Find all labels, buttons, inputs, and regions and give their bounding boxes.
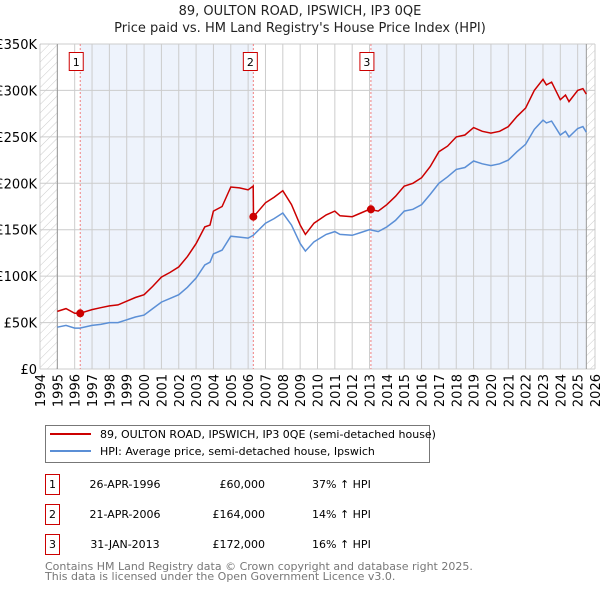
sale-point <box>76 309 85 318</box>
x-tick-label: 2020 <box>485 374 500 407</box>
x-tick-label: 1995 <box>51 374 66 407</box>
x-tick-label: 2002 <box>173 374 188 407</box>
x-tick-label: 2008 <box>277 374 292 407</box>
property-price-line <box>57 77 587 315</box>
x-tick-label: 1996 <box>69 374 84 407</box>
x-tick-label: 2007 <box>259 374 274 407</box>
legend-label-property: 89, OULTON ROAD, IPSWICH, IP3 0QE (semi-… <box>100 428 436 441</box>
x-tick-label: 2016 <box>416 374 431 407</box>
legend: 89, OULTON ROAD, IPSWICH, IP3 0QE (semi-… <box>45 425 436 463</box>
x-tick-label: 2009 <box>294 374 309 407</box>
y-tick-label: £200K <box>0 177 37 192</box>
x-tick-label: 2026 <box>589 374 600 407</box>
x-tick-label: 2014 <box>381 374 396 407</box>
sale-number: 3 <box>49 538 56 551</box>
sale-number: 1 <box>49 478 56 491</box>
legend-label-hpi: HPI: Average price, semi-detached house,… <box>100 445 375 458</box>
y-tick-label: £250K <box>0 131 37 146</box>
footer-copyright: Contains HM Land Registry data © Crown c… <box>45 560 473 573</box>
y-tick-label: £50K <box>4 317 38 332</box>
sale-number: 2 <box>49 508 56 521</box>
x-tick-label: 1998 <box>103 374 118 407</box>
sale-hpi-change: 14% ↑ HPI <box>312 508 371 521</box>
y-tick-label: £100K <box>0 270 37 285</box>
x-tick-label: 2006 <box>242 374 257 407</box>
x-tick-label: 2021 <box>502 374 517 407</box>
sale-price: £60,000 <box>220 478 266 491</box>
x-tick-label: 2003 <box>190 374 205 407</box>
sale-label-box <box>68 52 84 71</box>
sale-label-number: 2 <box>247 56 254 69</box>
y-tick-label: £300K <box>0 84 37 99</box>
x-tick-label: 2019 <box>468 374 483 407</box>
x-tick-label: 2011 <box>329 374 344 407</box>
x-tick-label: 2004 <box>207 374 222 407</box>
x-tick-label: 2012 <box>346 374 361 407</box>
sale-label-box <box>242 52 258 71</box>
x-tick-label: 2010 <box>312 374 327 407</box>
x-tick-label: 2001 <box>155 374 170 407</box>
sale-number-box <box>45 534 60 555</box>
sale-date: 31-JAN-2013 <box>90 538 159 551</box>
sale-price: £172,000 <box>213 538 266 551</box>
sale-point <box>249 212 258 221</box>
x-tick-label: 2024 <box>554 374 569 407</box>
sale-hpi-change: 37% ↑ HPI <box>312 478 371 491</box>
sale-number-box <box>45 474 60 495</box>
sale-number-box <box>45 504 60 525</box>
y-tick-label: £350K <box>0 38 37 53</box>
chart-title: 89, OULTON ROAD, IPSWICH, IP3 0QE <box>179 4 422 19</box>
x-tick-label: 2018 <box>450 374 465 407</box>
x-tick-label: 2023 <box>537 374 552 407</box>
x-tick-label: 2013 <box>364 374 379 407</box>
x-tick-label: 2022 <box>520 374 535 407</box>
x-tick-label: 2017 <box>433 374 448 407</box>
x-tick-label: 1994 <box>34 374 49 407</box>
x-tick-label: 2025 <box>572 374 587 407</box>
ownership-band <box>80 44 254 369</box>
y-tick-label: £150K <box>0 224 37 239</box>
sale-date: 21-APR-2006 <box>89 508 160 521</box>
x-tick-label: 2015 <box>398 374 413 407</box>
no-data-hatch-left <box>40 44 58 369</box>
sale-label-number: 3 <box>363 56 370 69</box>
sale-hpi-change: 16% ↑ HPI <box>312 538 371 551</box>
ownership-band <box>370 44 587 369</box>
sale-point <box>366 205 375 214</box>
x-tick-label: 2005 <box>225 374 240 407</box>
hpi-line <box>57 119 587 329</box>
sales-table: 1 26-APR-1996 £60,000 37% ↑ HPI 2 21-APR-2006… <box>45 474 371 555</box>
x-tick-label: 2000 <box>138 374 153 407</box>
x-tick-label: 1999 <box>121 374 136 407</box>
sale-label-box <box>359 52 375 71</box>
sale-price: £164,000 <box>213 508 266 521</box>
y-tick-label: £0 <box>20 363 37 378</box>
no-data-hatch-right <box>586 44 595 369</box>
x-tick-label: 1997 <box>86 374 101 407</box>
sale-label-number: 1 <box>73 56 80 69</box>
sale-date: 26-APR-1996 <box>89 478 160 491</box>
footer-licence: This data is licensed under the Open Gov… <box>44 570 395 583</box>
chart-subtitle: Price paid vs. HM Land Registry's House … <box>114 21 486 36</box>
